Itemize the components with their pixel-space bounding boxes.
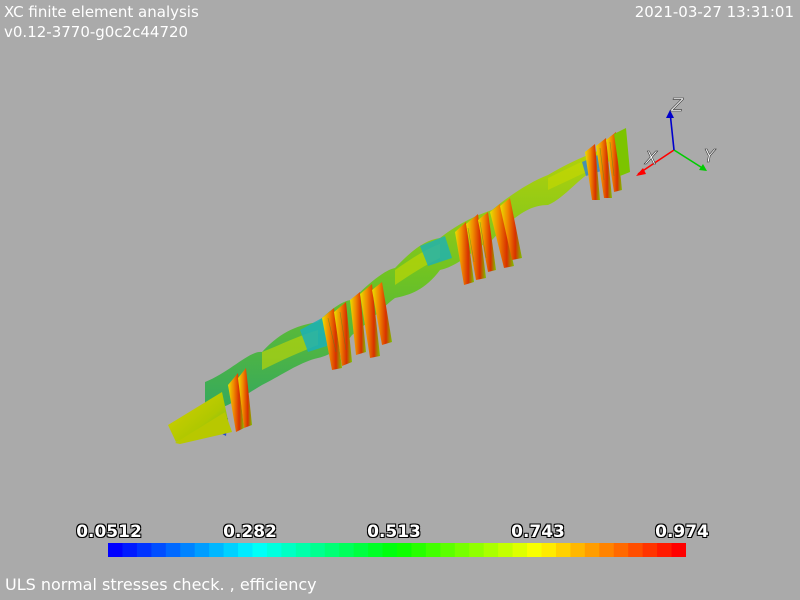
- scale-tick-0: 0.0512: [76, 522, 142, 542]
- scalar-bar-segment: [555, 543, 571, 557]
- x-axis-label: X: [644, 148, 658, 169]
- scalar-bar-segment: [266, 543, 282, 557]
- scalar-bar-segment: [339, 543, 355, 557]
- scalar-bar-segment: [209, 543, 225, 557]
- scalar-bar: [108, 543, 686, 557]
- scalar-bar-segment: [368, 543, 384, 557]
- scalar-bar-segments: [108, 543, 686, 557]
- scale-tick-1: 0.282: [223, 522, 277, 542]
- scalar-bar-segment: [527, 543, 542, 557]
- end-plate-left: [175, 412, 232, 444]
- orientation-axes: X Y Z: [636, 95, 717, 176]
- scalar-bar-segment: [671, 543, 686, 557]
- scalar-bar-segment: [657, 543, 673, 557]
- scalar-bar-segment: [295, 543, 311, 557]
- scalar-bar-segment: [108, 543, 123, 557]
- scalar-bar-segment: [151, 543, 167, 557]
- slab-edge-low: [420, 236, 452, 266]
- scalar-bar-segment: [180, 543, 196, 557]
- scalar-bar-segment: [584, 543, 600, 557]
- scalar-bar-segment: [122, 543, 138, 557]
- z-axis-label: Z: [670, 95, 684, 116]
- app-title: XC finite element analysis: [4, 3, 199, 21]
- scalar-bar-segment: [252, 543, 268, 557]
- scale-tick-2: 0.513: [367, 522, 421, 542]
- scalar-bar-segment: [136, 543, 152, 557]
- scalar-bar-segment: [613, 543, 629, 557]
- scalar-bar-segment: [454, 543, 470, 557]
- scalar-bar-segment: [397, 543, 412, 557]
- scalar-bar-segment: [194, 543, 210, 557]
- y-axis-arrow: [699, 164, 707, 171]
- scalar-bar-segment: [238, 543, 253, 557]
- scalar-bar-segment: [512, 543, 528, 557]
- timestamp: 2021-03-27 13:31:01: [634, 3, 794, 21]
- header-info: XC finite element analysis v0.12-3770-g0…: [4, 2, 199, 42]
- scalar-bar-segment: [353, 543, 369, 557]
- scalar-bar-segment: [411, 543, 427, 557]
- scalar-bar-segment: [469, 543, 485, 557]
- mesh-texture: [327, 141, 615, 353]
- slab-edge-low: [300, 318, 330, 352]
- scalar-bar-segment: [599, 543, 615, 557]
- scalar-bar-segment: [324, 543, 340, 557]
- z-axis-arrow: [666, 110, 674, 118]
- scalar-bar-segment: [165, 543, 181, 557]
- fin-group-4: [585, 128, 630, 200]
- scalar-bar-segment: [541, 543, 557, 557]
- scalar-bar-segment: [440, 543, 456, 557]
- y-axis-label: Y: [704, 146, 717, 167]
- fem-model: [168, 128, 630, 444]
- scalar-bar-labels: 0.0512 0.282 0.513 0.743 0.974: [0, 520, 800, 544]
- result-caption: ULS normal stresses check. , efficiency: [5, 575, 317, 594]
- end-plate-left: [168, 392, 228, 442]
- version-label: v0.12-3770-g0c2c44720: [4, 23, 189, 41]
- scalar-bar-segment: [628, 543, 644, 557]
- y-axis-line: [673, 149, 705, 170]
- x-axis-arrow: [636, 168, 646, 176]
- scale-tick-3: 0.743: [511, 522, 565, 542]
- scalar-bar-segment: [498, 543, 514, 557]
- scalar-bar-segment: [382, 543, 398, 557]
- fin-group-3: [455, 198, 522, 285]
- scalar-bar-segment: [483, 543, 499, 557]
- scalar-bar-segment: [310, 543, 326, 557]
- scalar-bar-segment: [570, 543, 586, 557]
- scale-tick-4: 0.974: [655, 522, 709, 542]
- fin-group-1: [228, 368, 252, 432]
- scalar-bar-segment: [425, 543, 441, 557]
- z-axis-line: [669, 111, 675, 151]
- fin-group-2: [322, 282, 392, 370]
- scalar-bar-segment: [223, 543, 239, 557]
- scalar-bar-segment: [642, 543, 658, 557]
- scalar-bar-segment: [281, 543, 297, 557]
